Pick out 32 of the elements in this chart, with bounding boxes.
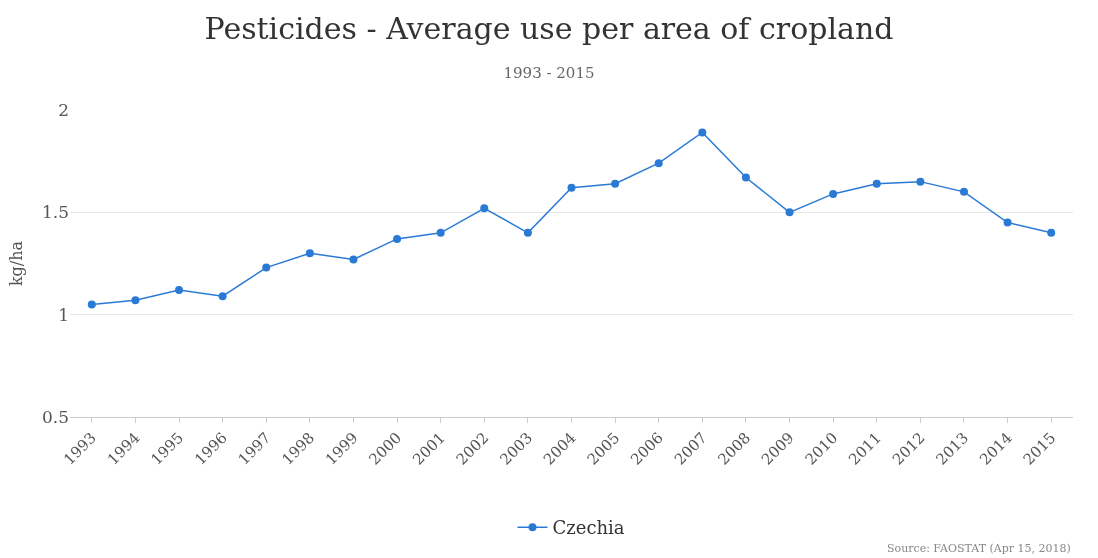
point (262, 263, 271, 272)
point (349, 255, 358, 264)
point (1047, 228, 1056, 237)
chart-title: Pesticides - Average use per area of cropland (204, 11, 894, 47)
point (959, 187, 968, 196)
point (567, 183, 576, 192)
point (611, 179, 620, 188)
point (698, 128, 707, 137)
y-tick-label: 1 (58, 304, 69, 325)
point (436, 228, 445, 237)
point (218, 292, 227, 301)
y-tick-label: 0.5 (41, 406, 69, 427)
point (523, 228, 532, 237)
legend-label: Czechia (552, 517, 625, 539)
point (87, 300, 96, 309)
point (393, 234, 402, 243)
point (916, 177, 925, 186)
point (785, 208, 794, 217)
point (654, 159, 663, 168)
point (131, 296, 140, 305)
point (305, 249, 314, 258)
point (741, 173, 750, 182)
point (175, 286, 184, 295)
y-tick-label: 2 (58, 99, 69, 120)
point (872, 179, 881, 188)
chart-subtitle: 1993 - 2015 (503, 64, 595, 83)
point (1003, 218, 1012, 227)
y-axis-title: kg/ha (6, 240, 26, 287)
source-note: Source: FAOSTAT (Apr 15, 2018) (887, 542, 1071, 555)
y-tick-label: 1.5 (41, 202, 69, 223)
point (480, 204, 489, 213)
point (829, 189, 838, 198)
